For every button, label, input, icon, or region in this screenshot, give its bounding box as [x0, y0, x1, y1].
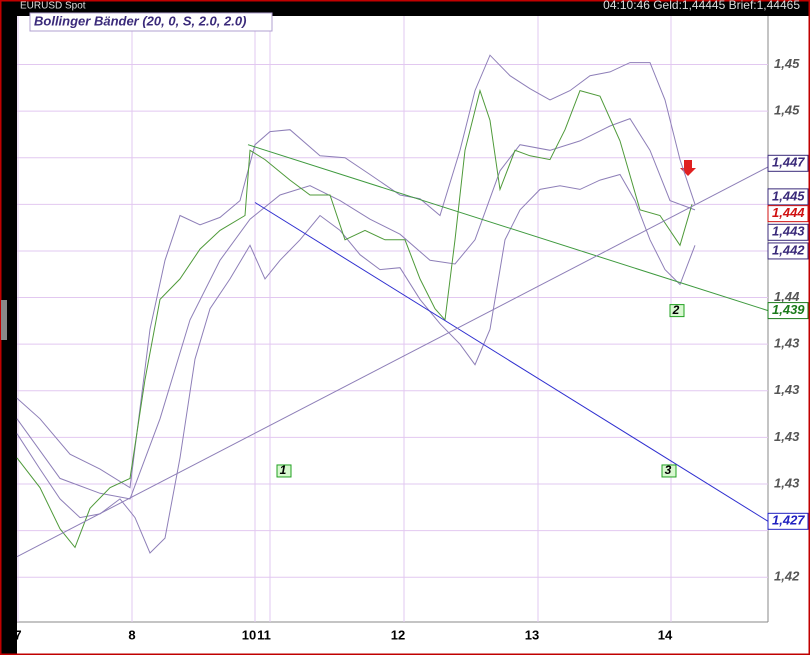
- marker-label: 2: [672, 303, 680, 317]
- series-line: [247, 144, 769, 312]
- chart-area: [17, 16, 810, 655]
- price-tag: [767, 302, 809, 320]
- x-tick-label: 13: [525, 627, 539, 642]
- x-tick-label: 14: [658, 627, 673, 642]
- chart-title: Bollinger Bänder (20, 0, S, 2.0, 2.0): [34, 13, 246, 28]
- price-tag-label: 1,443: [772, 224, 805, 239]
- y-tick-label: 1,43: [774, 475, 800, 490]
- y-tick-label: 1,45: [774, 103, 800, 118]
- title-box: [29, 12, 273, 32]
- y-tick-label: 1,43: [774, 429, 800, 444]
- price-tag-label: 1,447: [772, 155, 805, 170]
- y-tick-label: 1,43: [774, 336, 800, 351]
- marker-label: 1: [280, 463, 287, 477]
- price-tag-label: 1,439: [772, 302, 805, 317]
- series-line: [254, 202, 769, 522]
- series-line: [16, 173, 696, 554]
- x-tick-label: 8: [128, 627, 135, 642]
- price-tag: [767, 188, 809, 206]
- price-tag-label: 1,445: [772, 188, 805, 203]
- price-tag: [767, 223, 809, 241]
- symbol: EURUSD Spot: [20, 1, 86, 12]
- quote: 04:10:46 Geld:1,44445 Brief:1,44465: [603, 0, 800, 12]
- series-line: [16, 54, 696, 489]
- price-tag: [767, 242, 809, 260]
- y-tick-label: 1,44: [774, 289, 800, 304]
- x-tick-label: 11: [257, 627, 271, 642]
- y-tick-label: 1,43: [774, 382, 800, 397]
- y-tick-label: 1,42: [774, 569, 800, 584]
- price-tag: [767, 154, 809, 172]
- marker-box: [661, 464, 677, 478]
- price-tag-label: 1,427: [772, 513, 805, 528]
- series-line: [16, 117, 696, 500]
- marker-box: [669, 304, 685, 318]
- marker-label: 3: [665, 463, 672, 477]
- x-tick-label: 12: [391, 627, 405, 642]
- x-tick-label: 10: [242, 627, 256, 642]
- price-tag: [767, 512, 809, 530]
- splitter-handle[interactable]: [1, 300, 7, 340]
- x-tick-label: 7: [14, 627, 21, 642]
- price-tag-label: 1,444: [772, 205, 805, 220]
- series-line: [16, 166, 769, 558]
- marker-box: [276, 464, 292, 478]
- price-tag: [767, 205, 809, 223]
- price-tag-label: 1,442: [772, 242, 805, 257]
- y-tick-label: 1,45: [774, 56, 800, 71]
- series-line: [16, 88, 693, 549]
